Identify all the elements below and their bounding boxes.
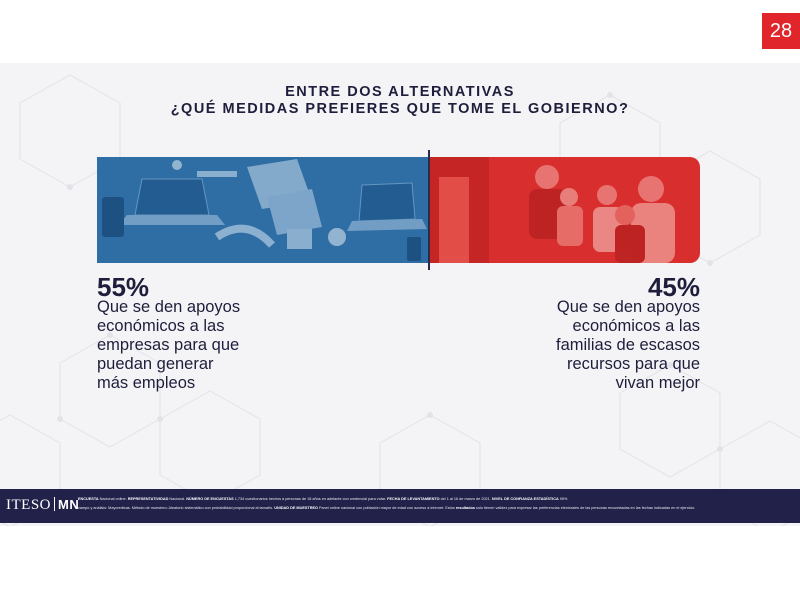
logo-iteso-text: ITESO: [6, 497, 51, 513]
category-label-line: familias de escasos: [556, 336, 700, 354]
category-label-line: Que se den apoyos: [556, 298, 700, 316]
logo-mn-text: MN: [58, 497, 80, 512]
methodology-key: ENCUESTA: [78, 497, 99, 501]
methodology-value: Nacional.: [168, 497, 187, 501]
office-desk-photo-overlay: [102, 159, 427, 261]
chart-title-line-1: ENTRE DOS ALTERNATIVAS: [285, 84, 515, 100]
methodology-line-2: campo y análisis: Mayoredicas. Método de…: [78, 506, 695, 510]
methodology-key: UNIDAD DE MUESTREO: [274, 506, 318, 510]
iteso-mn-logo: ITESO MN: [6, 497, 79, 514]
category-label-line: puedan generar: [97, 355, 214, 373]
methodology-footer: ITESO MN ENCUESTA Nacional online. REPRES…: [0, 489, 800, 523]
methodology-value: solo tienen validez para expresar las pr…: [475, 506, 696, 510]
category-label-line: más empleos: [97, 374, 196, 392]
methodology-value: 1,734 cuestionarios hechos a personas de…: [233, 497, 388, 501]
category-label-line: económicos a las: [97, 317, 225, 335]
category-label-line: empresas para que: [97, 336, 240, 354]
methodology-key: NIVEL DE CONFIANZA ESTADÍSTICA: [491, 497, 559, 501]
category-label-companies: Que se den apoyos económicos a las empre…: [97, 298, 337, 393]
category-label-line: vivan mejor: [615, 374, 700, 392]
bar-divider: [428, 150, 430, 270]
methodology-key: NÚMERO DE ENCUESTAS: [186, 497, 234, 501]
value-label-companies: 55%: [97, 272, 150, 302]
bar-segment-companies: [97, 157, 429, 263]
methodology-value: Panel online nacional con población mayo…: [317, 506, 456, 510]
methodology-key: REPRESENTATIVIDAD: [127, 497, 169, 501]
methodology-value: Nacional online.: [98, 497, 128, 501]
category-label-line: recursos para que: [567, 355, 700, 373]
methodology-key: resultados: [455, 506, 475, 510]
value-label-families: 45%: [647, 272, 700, 302]
category-label-line: económicos a las: [572, 317, 700, 335]
bar-segment-families: [429, 157, 700, 263]
methodology-value: del 1 al 16 de marzo de 2021.: [439, 497, 492, 501]
stacked-bar: [97, 157, 700, 263]
logo-separator: [54, 497, 55, 511]
category-label-families: Que se den apoyos económicos a las famil…: [460, 298, 700, 393]
methodology-key: FECHA DE LEVANTAMIENTO: [387, 497, 440, 501]
methodology-line-1: ENCUESTA Nacional online. REPRESENTATIVI…: [78, 497, 567, 501]
category-label-line: Que se den apoyos: [97, 298, 241, 316]
page-number-badge: 28: [762, 13, 800, 49]
methodology-value: 95%: [558, 497, 568, 501]
slide: [0, 63, 800, 526]
chart-title-line-2: ¿QUÉ MEDIDAS PREFIERES QUE TOME EL GOBIE…: [170, 101, 630, 117]
family-photo-overlay: [429, 157, 675, 263]
methodology-value: campo y análisis: Mayoredicas. Método de…: [78, 506, 275, 510]
